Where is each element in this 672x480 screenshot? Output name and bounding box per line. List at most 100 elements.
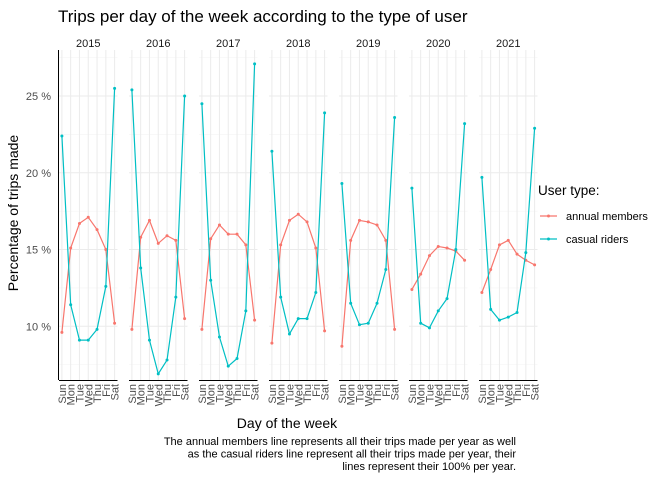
data-point bbox=[506, 315, 510, 319]
data-point bbox=[287, 332, 291, 336]
data-point bbox=[156, 372, 160, 376]
data-point bbox=[463, 122, 467, 126]
data-point bbox=[305, 317, 309, 321]
data-point bbox=[113, 86, 117, 90]
x-tick-label: Fri bbox=[381, 384, 393, 397]
x-tick-label: Fri bbox=[171, 384, 183, 397]
legend-label: annual members bbox=[566, 211, 648, 223]
data-point bbox=[515, 252, 519, 256]
x-tick-label: Tue bbox=[214, 384, 226, 403]
data-point bbox=[296, 317, 300, 321]
data-point bbox=[357, 323, 361, 327]
x-tick-label: Thu bbox=[512, 384, 524, 403]
data-point bbox=[130, 327, 134, 331]
caption-line: The annual members line represents all t… bbox=[164, 436, 516, 448]
data-point bbox=[174, 295, 178, 299]
data-point bbox=[427, 326, 431, 330]
legend-key-point bbox=[547, 214, 550, 218]
data-point bbox=[489, 267, 493, 271]
data-point bbox=[226, 364, 230, 368]
data-point bbox=[95, 327, 99, 331]
data-point bbox=[279, 295, 283, 299]
data-point bbox=[60, 330, 64, 334]
data-point bbox=[200, 327, 204, 331]
x-tick-label: Wed bbox=[153, 384, 165, 406]
x-tick-label: Sat bbox=[390, 384, 402, 401]
x-axis-title: Day of the week bbox=[237, 415, 338, 431]
data-point bbox=[279, 243, 283, 247]
data-point bbox=[419, 321, 423, 325]
data-point bbox=[209, 237, 213, 241]
data-point bbox=[165, 358, 169, 362]
x-tick-label: Wed bbox=[223, 384, 235, 406]
data-point bbox=[174, 238, 178, 242]
x-tick-label: Mon bbox=[276, 384, 288, 405]
data-point bbox=[419, 272, 423, 276]
data-point bbox=[384, 238, 388, 242]
y-tick-label: 15 % bbox=[26, 245, 51, 257]
x-tick-label: Sat bbox=[460, 384, 472, 401]
data-point bbox=[147, 218, 151, 222]
data-point bbox=[60, 134, 64, 138]
data-point bbox=[480, 175, 484, 179]
data-point bbox=[139, 235, 143, 239]
caption: The annual members line represents all t… bbox=[164, 436, 517, 473]
data-point bbox=[445, 246, 449, 250]
data-point bbox=[86, 215, 90, 219]
y-tick-label: 20 % bbox=[26, 168, 51, 180]
facet-label: 2018 bbox=[286, 38, 310, 50]
data-point bbox=[165, 234, 169, 238]
x-tick-label: Mon bbox=[416, 384, 428, 405]
data-point bbox=[139, 266, 143, 270]
x-tick-label: Sun bbox=[197, 384, 209, 404]
data-point bbox=[156, 241, 160, 245]
data-point bbox=[287, 218, 291, 222]
facet-panels: 10 %15 %20 %25 %2015SunMonTueWedThuFriSa… bbox=[26, 38, 542, 406]
data-point bbox=[305, 220, 309, 224]
data-point bbox=[410, 287, 414, 291]
data-point bbox=[183, 317, 187, 321]
x-tick-label: Mon bbox=[486, 384, 498, 405]
data-point bbox=[104, 284, 108, 288]
x-tick-label: Tue bbox=[354, 384, 366, 403]
data-point bbox=[393, 116, 397, 120]
x-tick-label: Thu bbox=[372, 384, 384, 403]
y-tick-label: 25 % bbox=[26, 91, 51, 103]
data-point bbox=[217, 223, 221, 227]
data-point bbox=[209, 278, 213, 282]
data-point bbox=[524, 251, 528, 255]
data-point bbox=[445, 297, 449, 301]
data-point bbox=[77, 338, 81, 342]
data-point bbox=[375, 301, 379, 305]
y-tick-label: 10 % bbox=[26, 321, 51, 333]
x-tick-label: Thu bbox=[162, 384, 174, 403]
data-point bbox=[235, 357, 239, 361]
facet-label: 2015 bbox=[76, 38, 100, 50]
data-point bbox=[340, 182, 344, 186]
x-tick-label: Fri bbox=[451, 384, 463, 397]
data-point bbox=[86, 338, 90, 342]
data-point bbox=[410, 186, 414, 190]
data-point bbox=[366, 321, 370, 325]
data-point bbox=[270, 341, 274, 345]
data-point bbox=[235, 232, 239, 236]
x-tick-label: Sat bbox=[110, 384, 122, 401]
x-tick-label: Wed bbox=[83, 384, 95, 406]
x-tick-label: Tue bbox=[144, 384, 156, 403]
legend-key-point bbox=[547, 237, 550, 241]
x-tick-label: Wed bbox=[433, 384, 445, 406]
data-point bbox=[253, 318, 257, 322]
x-tick-label: Mon bbox=[136, 384, 148, 405]
data-point bbox=[200, 102, 204, 106]
data-point bbox=[349, 238, 353, 242]
x-tick-label: Fri bbox=[101, 384, 113, 397]
x-tick-label: Fri bbox=[241, 384, 253, 397]
x-tick-label: Sat bbox=[180, 384, 192, 401]
